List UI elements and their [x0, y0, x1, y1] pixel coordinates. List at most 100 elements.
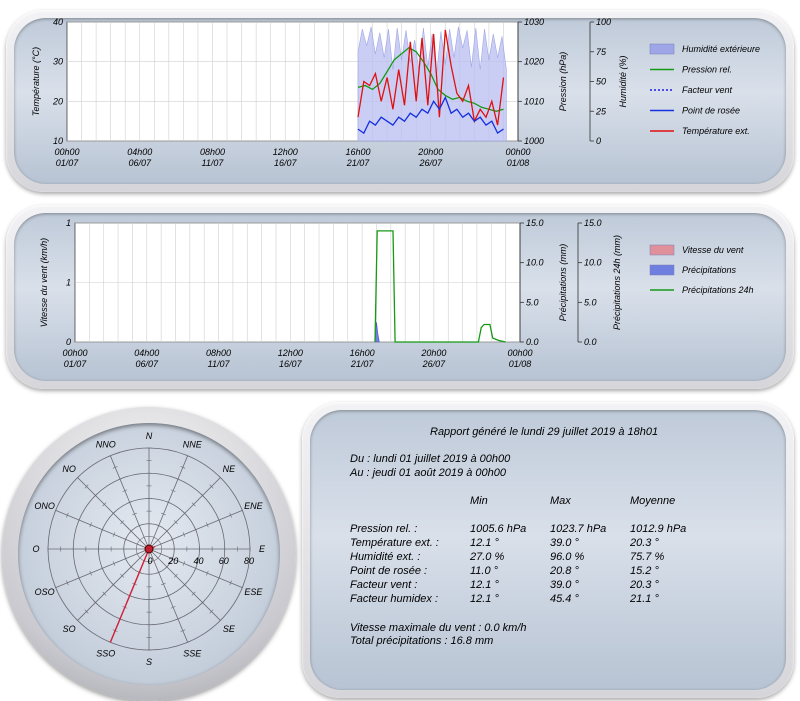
- report-row-avg: 1012.9 hPa: [630, 523, 687, 535]
- report-row-label: Facteur humidex :: [350, 593, 439, 605]
- report-rain-total: Total précipitations : 16.8 mm: [350, 635, 494, 647]
- rose-spoke-tick: [120, 573, 125, 578]
- legend-label: Point de rosée: [682, 106, 740, 116]
- rose-spoke-tick: [93, 493, 98, 498]
- y-right-tick-label: 1000: [524, 136, 544, 146]
- rose-direction-label: NE: [223, 464, 236, 474]
- rose-spoke-tick: [84, 609, 89, 614]
- rose-spoke-tick: [136, 541, 139, 547]
- y-left-tick-label: 40: [53, 17, 63, 27]
- legend-swatch: [649, 43, 675, 55]
- report-row-max: 45.4 °: [550, 593, 579, 605]
- rose-spoke-tick: [107, 454, 113, 457]
- y-right-tick-label: 0: [596, 136, 601, 146]
- rose-direction-label: O: [32, 544, 39, 554]
- rose-spoke-tick: [229, 580, 232, 586]
- y-right-axis-title: Humidité (%): [618, 55, 628, 107]
- rose-spoke-tick: [218, 475, 223, 480]
- y-right-tick-label: 5.0: [584, 297, 597, 307]
- rose-spoke-tick: [229, 512, 232, 518]
- y-right-tick-label: 15.0: [526, 218, 544, 228]
- x-tick-label: 11/07: [208, 359, 231, 369]
- y-left-tick-label: 1: [66, 218, 71, 228]
- x-tick-label: 16/07: [279, 359, 303, 369]
- report-row-max: 96.0 %: [550, 551, 585, 563]
- rose-spoke-tick: [206, 570, 209, 576]
- rose-spoke-tick: [124, 536, 127, 542]
- rose-spoke-tick: [89, 522, 92, 528]
- rose-ring-label: 80: [244, 556, 254, 566]
- y-right-axis-title: Précipitations 24h (mm): [612, 235, 622, 330]
- rose-spoke-tick: [132, 512, 137, 516]
- report-row-label: Humidité ext. :: [350, 551, 421, 563]
- rose-spoke-tick: [200, 493, 205, 498]
- rose-spoke-tick: [180, 629, 186, 632]
- temperature-pressure-humidity-chart: 00h0001/0704h0006/0708h0011/0712h0016/07…: [31, 17, 760, 168]
- y-right-tick-label: 5.0: [526, 297, 539, 307]
- report-header-avg: Moyenne: [630, 495, 676, 507]
- rose-spoke-tick: [75, 618, 80, 623]
- report-row-min: 27.0 %: [470, 551, 505, 563]
- x-tick-label: 04h00: [127, 147, 152, 157]
- report-panel: [302, 402, 794, 698]
- report-row-avg: 20.3 °: [630, 537, 659, 549]
- report-header-min: Min: [470, 495, 488, 507]
- rose-spoke-tick: [175, 477, 181, 481]
- y-left-tick-label: 20: [52, 96, 63, 106]
- x-tick-label: 12h00: [273, 147, 298, 157]
- y-left-tick-label: 10: [53, 136, 63, 146]
- x-tick-label: 20h00: [417, 147, 443, 157]
- rose-spoke-tick: [112, 561, 116, 566]
- report-row-avg: 21.1 °: [630, 593, 659, 605]
- series-line: [357, 29, 505, 126]
- rose-direction-label: NNO: [96, 440, 116, 450]
- rose-spoke-tick: [218, 618, 223, 623]
- rose-spoke-tick: [77, 517, 81, 523]
- report-row-label: Point de rosée :: [350, 565, 428, 577]
- rose-direction-label: SO: [63, 624, 76, 634]
- rose-spoke-tick: [191, 591, 196, 596]
- rose-spoke-tick: [180, 466, 186, 469]
- rose-direction-label: ESE: [244, 587, 263, 597]
- x-tick-label: 21/07: [350, 359, 375, 369]
- rose-spoke-tick: [164, 564, 169, 569]
- y-right-tick-label: 1030: [524, 17, 544, 27]
- rose-spoke-tick: [241, 507, 244, 513]
- report-row-label: Température ext. :: [350, 537, 439, 549]
- report-panel-inner: [310, 410, 786, 690]
- rose-spoke-tick: [182, 532, 186, 537]
- y-right-tick-label: 10.0: [526, 258, 544, 268]
- report-row-avg: 75.7 %: [630, 551, 665, 563]
- rose-direction-label: NO: [62, 464, 76, 474]
- series-line: [357, 95, 504, 135]
- rose-spoke-tick: [241, 585, 244, 591]
- x-tick-label: 08h00: [200, 147, 225, 157]
- legend-label: Vitesse du vent: [682, 245, 744, 255]
- rose-spoke-tick: [165, 594, 171, 597]
- rose-spoke-tick: [182, 511, 187, 516]
- report-period-from: Du : lundi 01 juillet 2019 à 00h00: [350, 453, 511, 465]
- x-tick-label: 01/08: [507, 158, 530, 168]
- legend-swatch: [649, 244, 675, 256]
- rose-spoke-tick: [185, 641, 191, 644]
- rose-spoke-tick: [151, 536, 157, 539]
- rose-spoke-tick: [161, 512, 166, 516]
- rose-spoke-tick: [112, 532, 116, 537]
- rose-spoke-tick: [173, 573, 178, 578]
- report-header-max: Max: [550, 495, 571, 507]
- rose-ring-label: 60: [219, 556, 229, 566]
- rose-spoke-tick: [84, 484, 89, 489]
- legend-label: Pression rel.: [682, 65, 732, 75]
- rose-spoke-tick: [200, 600, 205, 605]
- y-right-tick-label: 1020: [524, 57, 544, 67]
- rose-spoke-tick: [54, 585, 57, 591]
- rose-spoke-tick: [194, 527, 197, 533]
- rose-spoke-tick: [155, 555, 160, 560]
- rose-spoke-tick: [112, 466, 118, 469]
- rose-spoke-tick: [155, 538, 160, 543]
- x-tick-label: 00h00: [54, 147, 79, 157]
- rose-spoke-tick: [164, 529, 169, 534]
- rose-spoke-tick: [161, 582, 166, 586]
- rose-spoke-tick: [165, 501, 171, 504]
